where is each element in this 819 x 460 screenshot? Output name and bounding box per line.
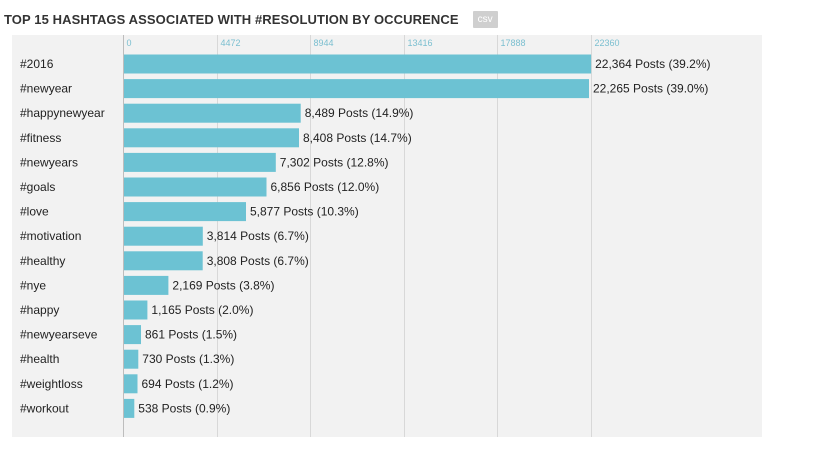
category-label: #nye — [20, 278, 46, 292]
x-tick-label: 8944 — [314, 38, 334, 48]
data-label: 3,808 Posts (6.7%) — [207, 254, 309, 268]
x-tick-label: 13416 — [408, 38, 433, 48]
bar-chart: 0 4472 8944 13416 17888 22360 #2016 #newyear #h… — [20, 35, 711, 437]
chart-header: TOP 15 HASHTAGS ASSOCIATED WITH #RESOLUT… — [4, 9, 498, 29]
bars — [124, 54, 592, 418]
data-label: 2,169 Posts (3.8%) — [172, 278, 274, 292]
category-label: #newyear — [20, 82, 72, 96]
bar[interactable] — [124, 177, 267, 197]
bar[interactable] — [124, 79, 589, 99]
category-label: #2016 — [20, 57, 54, 71]
x-tick-label: 0 — [127, 38, 132, 48]
bar[interactable] — [124, 275, 169, 295]
data-label: 5,877 Posts (10.3%) — [250, 205, 359, 219]
data-label: 3,814 Posts (6.7%) — [207, 229, 309, 243]
bar[interactable] — [124, 325, 141, 345]
category-label: #happynewyear — [20, 106, 105, 120]
bar[interactable] — [124, 251, 203, 271]
data-label: 6,856 Posts (12.0%) — [271, 180, 380, 194]
data-label: 22,265 Posts (39.0%) — [593, 82, 708, 96]
category-label: #healthy — [20, 254, 65, 268]
bar[interactable] — [124, 349, 139, 369]
category-label: #weightloss — [20, 377, 83, 391]
category-labels: #2016 #newyear #happynewyear #fitness #newye… — [20, 57, 105, 415]
category-label: #newyears — [20, 155, 78, 169]
category-label: #newyearseve — [20, 328, 98, 342]
data-label: 694 Posts (1.2%) — [142, 377, 234, 391]
chart-title: TOP 15 HASHTAGS ASSOCIATED WITH #RESOLUT… — [4, 11, 459, 27]
gridlines — [123, 35, 592, 437]
data-label: 22,364 Posts (39.2%) — [595, 57, 710, 71]
x-tick-label: 22360 — [595, 38, 620, 48]
category-label: #workout — [20, 401, 69, 415]
category-label: #health — [20, 352, 59, 366]
bar[interactable] — [124, 374, 138, 394]
x-tick-label: 17888 — [501, 38, 526, 48]
data-labels: 22,364 Posts (39.2%) 22,265 Posts (39.0%)… — [138, 57, 710, 415]
category-label: #love — [20, 205, 49, 219]
chart-panel: 0 4472 8944 13416 17888 22360 #2016 #newyear #h… — [12, 35, 762, 437]
data-label: 1,165 Posts (2.0%) — [151, 303, 253, 317]
bar[interactable] — [124, 226, 203, 246]
category-label: #happy — [20, 303, 59, 317]
category-label: #goals — [20, 180, 55, 194]
data-label: 730 Posts (1.3%) — [142, 352, 234, 366]
x-axis-ticks: 0 4472 8944 13416 17888 22360 — [127, 38, 620, 48]
x-tick-label: 4472 — [221, 38, 241, 48]
bar[interactable] — [124, 128, 299, 148]
category-label: #fitness — [20, 131, 61, 145]
bar[interactable] — [124, 152, 276, 172]
bar[interactable] — [124, 398, 135, 418]
data-label: 8,408 Posts (14.7%) — [303, 131, 412, 145]
category-label: #motivation — [20, 229, 81, 243]
data-label: 8,489 Posts (14.9%) — [305, 106, 414, 120]
bar[interactable] — [124, 300, 148, 320]
bar[interactable] — [124, 103, 301, 123]
data-label: 538 Posts (0.9%) — [138, 401, 230, 415]
csv-download-button[interactable]: csv — [472, 10, 498, 28]
data-label: 7,302 Posts (12.8%) — [280, 155, 389, 169]
data-label: 861 Posts (1.5%) — [145, 328, 237, 342]
bar[interactable] — [124, 202, 246, 222]
bar[interactable] — [124, 54, 592, 74]
